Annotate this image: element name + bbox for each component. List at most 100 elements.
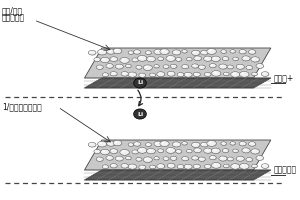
Ellipse shape [207, 141, 217, 147]
Ellipse shape [182, 142, 188, 146]
Ellipse shape [140, 74, 142, 75]
Ellipse shape [212, 149, 221, 154]
Ellipse shape [227, 65, 233, 69]
Ellipse shape [244, 57, 246, 58]
Ellipse shape [193, 157, 195, 158]
Ellipse shape [90, 51, 92, 53]
Ellipse shape [236, 64, 244, 69]
Ellipse shape [176, 150, 182, 154]
Ellipse shape [211, 148, 220, 153]
Text: Li: Li [137, 80, 143, 86]
Ellipse shape [154, 141, 163, 146]
Ellipse shape [261, 164, 269, 168]
Ellipse shape [194, 165, 201, 169]
Ellipse shape [223, 57, 229, 61]
Ellipse shape [98, 141, 107, 147]
Ellipse shape [116, 157, 124, 161]
Ellipse shape [223, 149, 229, 153]
Ellipse shape [127, 157, 128, 158]
Ellipse shape [221, 142, 226, 145]
Ellipse shape [103, 165, 109, 169]
Ellipse shape [130, 73, 133, 75]
Ellipse shape [232, 73, 236, 74]
Ellipse shape [242, 56, 250, 61]
Ellipse shape [249, 50, 256, 55]
Ellipse shape [174, 143, 177, 144]
Ellipse shape [174, 51, 177, 52]
Ellipse shape [106, 156, 114, 161]
Ellipse shape [183, 142, 184, 143]
Ellipse shape [150, 73, 156, 77]
Ellipse shape [144, 65, 153, 71]
Ellipse shape [234, 58, 236, 59]
Ellipse shape [99, 50, 102, 52]
Ellipse shape [242, 56, 250, 61]
Ellipse shape [122, 164, 129, 169]
Ellipse shape [102, 165, 109, 169]
Ellipse shape [192, 51, 200, 56]
Ellipse shape [194, 56, 202, 61]
Ellipse shape [120, 149, 129, 155]
Ellipse shape [193, 143, 196, 145]
Ellipse shape [111, 57, 114, 59]
Ellipse shape [213, 163, 216, 165]
Ellipse shape [219, 65, 227, 70]
Ellipse shape [230, 50, 236, 53]
Ellipse shape [97, 66, 104, 70]
Ellipse shape [224, 57, 226, 59]
Ellipse shape [187, 149, 192, 153]
Ellipse shape [224, 73, 226, 74]
Ellipse shape [126, 64, 131, 68]
Ellipse shape [246, 66, 253, 70]
Ellipse shape [154, 157, 159, 160]
Ellipse shape [154, 65, 160, 68]
Ellipse shape [160, 141, 169, 147]
Ellipse shape [239, 163, 249, 169]
Ellipse shape [192, 156, 199, 161]
Polygon shape [85, 140, 271, 170]
Ellipse shape [127, 65, 128, 66]
Ellipse shape [126, 156, 131, 160]
Ellipse shape [94, 149, 101, 154]
Ellipse shape [133, 151, 135, 152]
Ellipse shape [211, 156, 213, 158]
Ellipse shape [222, 149, 229, 153]
Ellipse shape [242, 164, 244, 166]
Ellipse shape [256, 64, 264, 69]
Ellipse shape [183, 50, 184, 51]
Ellipse shape [115, 141, 118, 143]
Ellipse shape [163, 157, 169, 160]
Ellipse shape [116, 65, 124, 69]
Ellipse shape [194, 56, 202, 61]
Ellipse shape [155, 157, 157, 158]
Ellipse shape [94, 57, 101, 62]
Polygon shape [85, 48, 271, 78]
Ellipse shape [134, 142, 141, 147]
Ellipse shape [205, 165, 211, 169]
Ellipse shape [247, 66, 249, 68]
Ellipse shape [171, 157, 177, 161]
Ellipse shape [224, 72, 229, 76]
Ellipse shape [138, 56, 147, 62]
Ellipse shape [140, 166, 142, 167]
Ellipse shape [116, 64, 123, 69]
Ellipse shape [230, 50, 236, 54]
Ellipse shape [221, 142, 227, 146]
Ellipse shape [263, 72, 265, 74]
Ellipse shape [134, 109, 146, 119]
Ellipse shape [162, 142, 165, 144]
Ellipse shape [178, 73, 181, 75]
Ellipse shape [242, 148, 250, 153]
Ellipse shape [98, 50, 107, 55]
Ellipse shape [132, 150, 138, 154]
Ellipse shape [98, 49, 107, 55]
Ellipse shape [200, 158, 202, 159]
Ellipse shape [158, 164, 161, 166]
Ellipse shape [240, 72, 250, 78]
Ellipse shape [134, 142, 141, 146]
Ellipse shape [172, 157, 174, 158]
Ellipse shape [148, 149, 151, 151]
Ellipse shape [110, 164, 117, 168]
Ellipse shape [198, 157, 205, 161]
Ellipse shape [151, 74, 153, 75]
